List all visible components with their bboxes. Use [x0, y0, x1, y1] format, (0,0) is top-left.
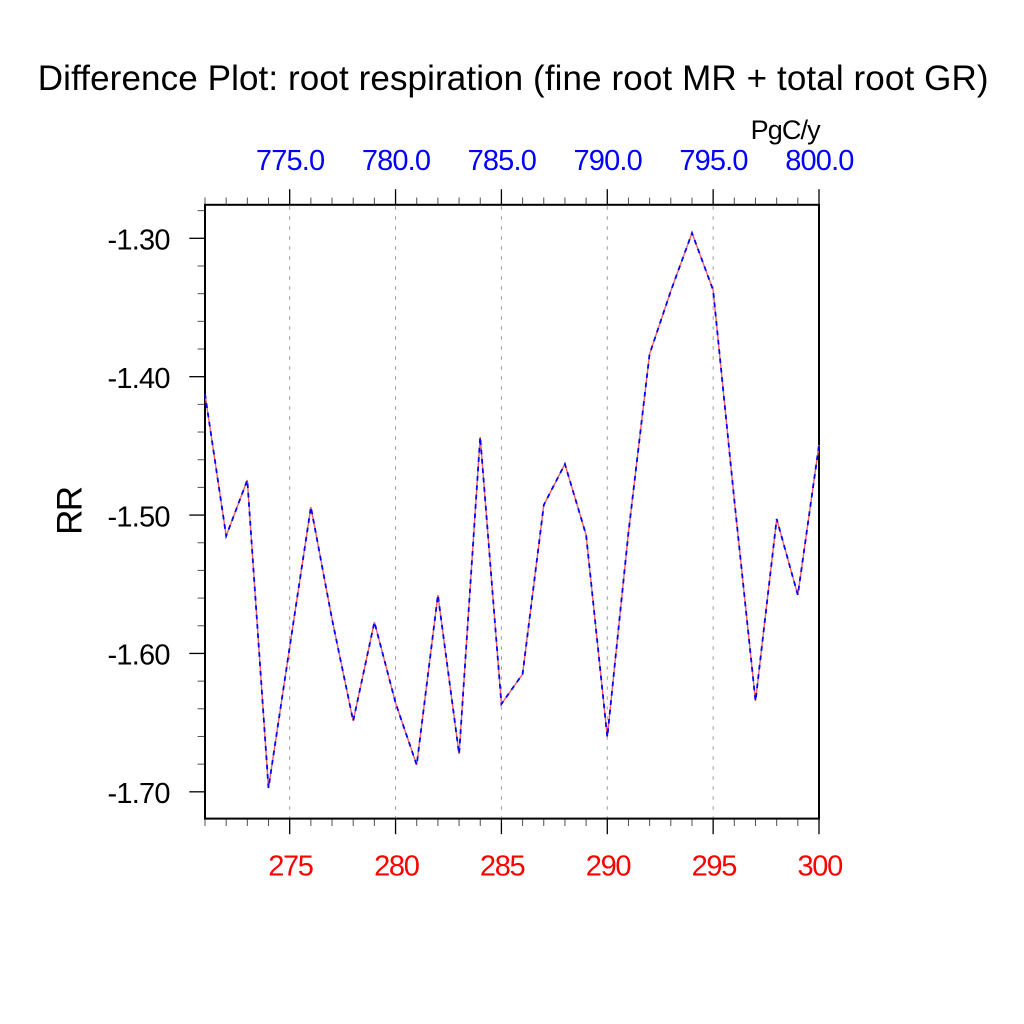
svg-text:RR: RR — [51, 487, 90, 535]
svg-text:Difference Plot: root respirat: Difference Plot: root respiration (fine … — [38, 59, 989, 98]
svg-text:785.0: 785.0 — [468, 145, 536, 177]
svg-text:295: 295 — [692, 851, 737, 883]
svg-text:795.0: 795.0 — [679, 145, 747, 177]
svg-text:780.0: 780.0 — [362, 145, 430, 177]
svg-text:-1.70: -1.70 — [107, 778, 169, 810]
svg-text:-1.50: -1.50 — [107, 501, 169, 533]
svg-text:-1.30: -1.30 — [107, 225, 169, 257]
svg-text:790.0: 790.0 — [574, 145, 642, 177]
svg-text:285: 285 — [480, 851, 525, 883]
svg-text:300: 300 — [797, 851, 842, 883]
svg-text:PgC/y: PgC/y — [751, 115, 822, 145]
svg-text:275: 275 — [268, 851, 313, 883]
svg-text:290: 290 — [586, 851, 631, 883]
svg-text:775.0: 775.0 — [256, 145, 324, 177]
svg-text:280: 280 — [374, 851, 419, 883]
svg-text:-1.60: -1.60 — [107, 640, 169, 672]
svg-text:-1.40: -1.40 — [107, 363, 169, 395]
svg-text:800.0: 800.0 — [785, 145, 853, 177]
